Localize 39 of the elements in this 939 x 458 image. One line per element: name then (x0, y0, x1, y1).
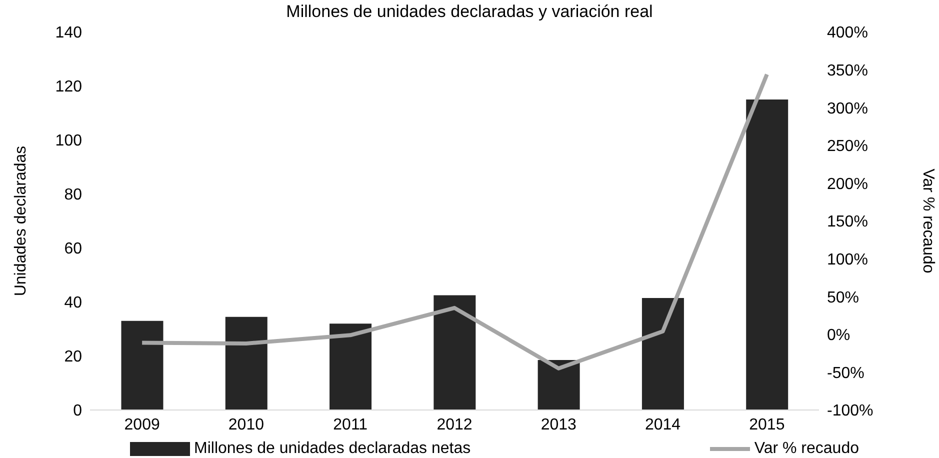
y2-tick-label: 0% (827, 327, 850, 344)
line-series (140, 72, 769, 370)
legend-label: Var % recaudo (754, 440, 859, 458)
bar (121, 320, 164, 410)
bar (225, 316, 268, 410)
x-tick-label: 2013 (540, 416, 577, 434)
y2-tick-label: 150% (827, 214, 868, 231)
y2-tick-label: -100% (827, 402, 874, 420)
x-tick-label: 2009 (124, 416, 160, 434)
x-tick-label: 2014 (644, 416, 681, 434)
chart-title: Millones de unidades declaradas y variación real (285, 2, 654, 22)
bar (538, 360, 580, 410)
y2-tick-label: 200% (827, 176, 868, 193)
y-tick-label: 140 (55, 24, 82, 42)
y2-tick-label: 350% (827, 62, 868, 80)
y2-tick-label: 300% (827, 100, 868, 118)
y-tick-label: 60 (64, 240, 82, 258)
bar (330, 324, 372, 410)
y-tick-label: 80 (64, 186, 82, 204)
y2-tick-label: 250% (827, 138, 868, 156)
y-axis-title: Unidades declaradas (12, 146, 30, 296)
x-tick-label: 2010 (228, 416, 264, 434)
y2-tick-label: 400% (827, 24, 868, 42)
y-tick-label: 100 (55, 132, 82, 150)
y2-tick-label: 100% (827, 251, 868, 268)
legend-label: Millones de unidades declaradas netas (194, 440, 471, 458)
y2-axis-title: Var % recaudo (919, 168, 936, 274)
y2-tick-label: 50% (827, 289, 860, 306)
y-tick-label: 120 (55, 78, 82, 96)
bar (642, 298, 684, 410)
bar (746, 100, 788, 410)
y2-tick-label: -50% (827, 364, 864, 382)
x-tick-label: 2012 (436, 416, 472, 434)
y-tick-label: 40 (64, 294, 82, 312)
y-tick-label: 0 (73, 402, 82, 420)
y-tick-label: 20 (64, 348, 82, 366)
bar (434, 295, 476, 410)
x-tick-label: 2011 (333, 416, 368, 434)
x-tick-label: 2015 (749, 416, 785, 434)
